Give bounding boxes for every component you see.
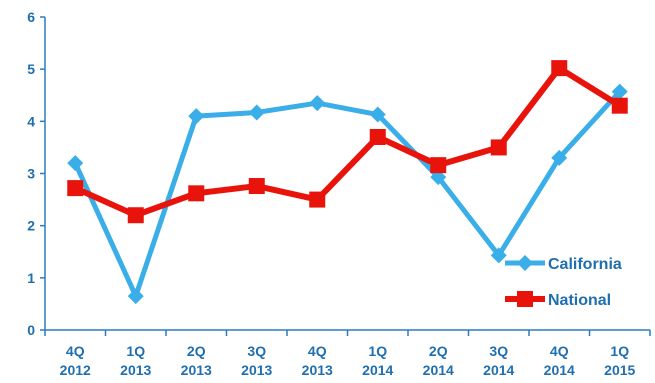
y-tick-label: 5 [27,61,35,77]
y-tick-label: 2 [27,218,35,234]
chart-series [67,60,628,305]
x-tick-label: 1Q [126,343,145,359]
x-tick-label: 2013 [302,362,333,378]
data-point [490,139,507,156]
data-point [248,104,265,121]
data-point [67,180,84,197]
data-point [309,95,326,112]
x-tick-label: 3Q [489,343,508,359]
x-tick-label: 4Q [550,343,569,359]
x-tick-label: 2014 [544,362,575,378]
legend-item: National [505,291,611,309]
x-tick-label: 2013 [181,362,212,378]
data-point [188,185,205,202]
x-tick-label: 4Q [66,343,85,359]
chart-axes: 0 1 2 3 4 5 6 4Q 2012 1Q 2013 2Q 2013 3Q 2013 4Q 2013 1Q 2… [27,9,651,378]
x-tick-label: 4Q [308,343,327,359]
data-point [369,106,386,123]
data-point [551,149,568,166]
data-point [490,247,507,264]
data-point [611,83,628,100]
data-point [248,178,265,195]
x-tick-label: 1Q [368,343,387,359]
x-tick-label: 2015 [604,362,635,378]
y-tick-label: 3 [27,166,35,182]
series-california [67,83,628,305]
series-line [74,65,622,219]
data-point [309,191,326,208]
data-point [127,288,144,305]
x-tick-label: 2014 [423,362,454,378]
x-tick-label: 2013 [241,362,272,378]
legend-item: California [505,255,622,273]
data-point [67,155,84,172]
legend-label: National [548,292,611,309]
y-tick-label: 4 [27,113,35,129]
data-point [551,60,568,77]
x-tick-label: 2014 [483,362,514,378]
x-tick-label: 2Q [429,343,448,359]
legend-swatch-marker [517,255,533,271]
data-point [611,97,628,114]
y-tick-label: 6 [27,9,35,25]
x-tick-label: 2Q [187,343,206,359]
legend-swatch-marker [517,291,533,307]
x-tick-label: 2013 [120,362,151,378]
x-tick-label: 1Q [610,343,629,359]
data-point [188,108,205,125]
data-point [127,207,144,224]
x-tick-label: 2012 [60,362,91,378]
x-tick-label: 3Q [247,343,266,359]
y-tick-label: 0 [27,322,35,338]
data-point [369,128,386,145]
legend-label: California [548,256,622,273]
data-point [430,157,447,174]
x-tick-label: 2014 [362,362,393,378]
y-tick-label: 1 [27,270,35,286]
series-national [67,60,628,224]
chart-legend: California National [505,255,622,309]
